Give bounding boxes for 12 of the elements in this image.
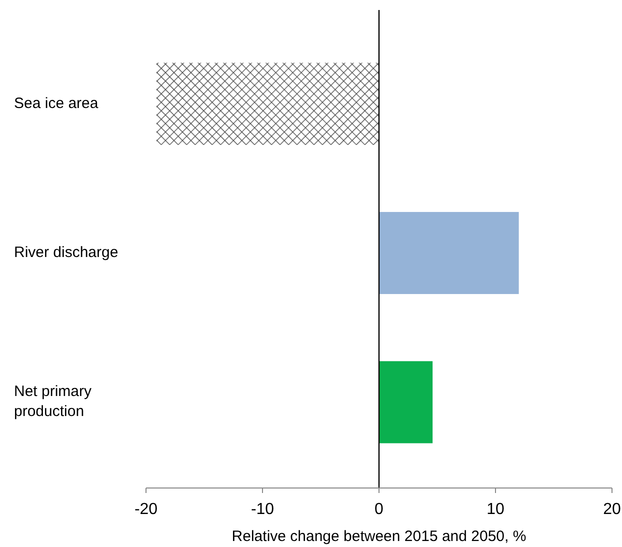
bar xyxy=(156,62,379,145)
y-tick-label: River discharge xyxy=(14,244,118,261)
x-tick-label: -10 xyxy=(250,501,274,518)
x-tick-label: 20 xyxy=(603,501,621,518)
x-tick-label: 0 xyxy=(374,501,384,518)
x-axis-title: Relative change between 2015 and 2050, % xyxy=(232,528,526,545)
y-tick-label: Sea ice area xyxy=(14,94,99,112)
x-tick-label: 10 xyxy=(486,501,504,518)
x-tick-label: -20 xyxy=(134,501,158,518)
bar xyxy=(379,361,433,444)
y-tick-label: Net primary production xyxy=(14,383,92,420)
bar xyxy=(379,212,519,294)
